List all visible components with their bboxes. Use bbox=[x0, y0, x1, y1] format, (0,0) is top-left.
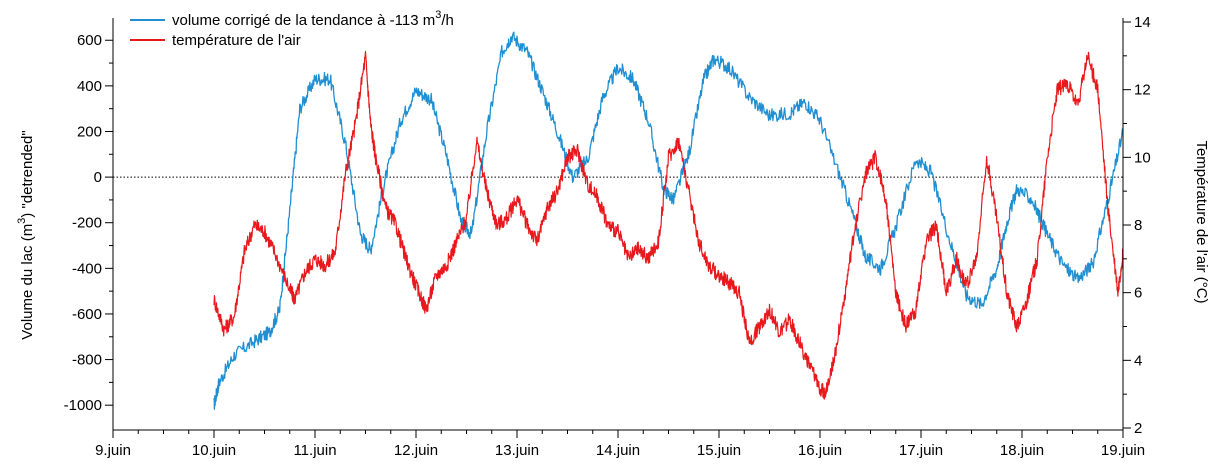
y-left-axis-title-pre: Volume du lac (m bbox=[19, 224, 36, 340]
legend-label-temperature: température de l'air bbox=[172, 32, 301, 49]
legend-label-volume-sup: 3 bbox=[435, 9, 441, 21]
y-left-tick-label: -400 bbox=[72, 260, 102, 277]
x-tick-label: 19.juin bbox=[1101, 442, 1145, 459]
x-tick-label: 9.juin bbox=[95, 442, 131, 459]
series-temperature-line bbox=[213, 50, 1124, 400]
x-tick-label: 11.juin bbox=[293, 442, 336, 459]
y-right-tick-label: 12 bbox=[1134, 82, 1151, 99]
x-tick-label: 12.juin bbox=[394, 442, 438, 459]
y-left-tick-label: 600 bbox=[77, 32, 102, 49]
x-tick-label: 15.juin bbox=[697, 442, 741, 459]
legend-label-volume-pre: volume corrigé de la tendance à -113 m bbox=[172, 12, 435, 29]
x-tick-label: 17.juin bbox=[899, 442, 943, 459]
x-tick-label: 13.juin bbox=[495, 442, 539, 459]
legend-label-volume: volume corrigé de la tendance à -113 m3/… bbox=[172, 9, 454, 29]
y-left-tick-label: -1000 bbox=[64, 397, 102, 414]
axes: -1000 -800 -600 -400 -200 0 200 400 600 2 4 6 8 10 12 1… bbox=[64, 14, 1151, 459]
x-tick-label: 14.juin bbox=[596, 442, 640, 459]
y-left-tick-label: -800 bbox=[72, 352, 102, 369]
y-left-axis-title-post: ) "detrended" bbox=[19, 130, 36, 217]
y-right-tick-label: 10 bbox=[1134, 149, 1151, 166]
y-left-tick-label: 400 bbox=[77, 78, 102, 95]
y-left-axis-title-sup: 3 bbox=[16, 218, 28, 224]
y-left-tick-label: 0 bbox=[94, 169, 102, 186]
x-tick-label: 16.juin bbox=[798, 442, 842, 459]
y-right-tick-label: 4 bbox=[1134, 352, 1142, 369]
y-right-axis-title: Température de l'air (°C) bbox=[1193, 140, 1210, 303]
legend: volume corrigé de la tendance à -113 m3/… bbox=[130, 9, 454, 49]
y-left-tick-label: 200 bbox=[77, 123, 102, 140]
y-right-tick-label: 8 bbox=[1134, 217, 1142, 234]
y-left-tick-label: -200 bbox=[72, 215, 102, 232]
plot-area bbox=[113, 31, 1124, 410]
series-volume-line bbox=[213, 31, 1124, 410]
y-left-tick-label: -600 bbox=[72, 306, 102, 323]
legend-label-volume-post: /h bbox=[441, 12, 454, 29]
y-right-tick-label: 14 bbox=[1134, 14, 1151, 31]
y-right-tick-label: 6 bbox=[1134, 285, 1142, 302]
y-left-axis-title: Volume du lac (m3) "detrended" bbox=[16, 130, 36, 339]
x-tick-label: 10.juin bbox=[192, 442, 236, 459]
y-right-tick-label: 2 bbox=[1134, 420, 1142, 437]
x-tick-label: 18.juin bbox=[1000, 442, 1044, 459]
